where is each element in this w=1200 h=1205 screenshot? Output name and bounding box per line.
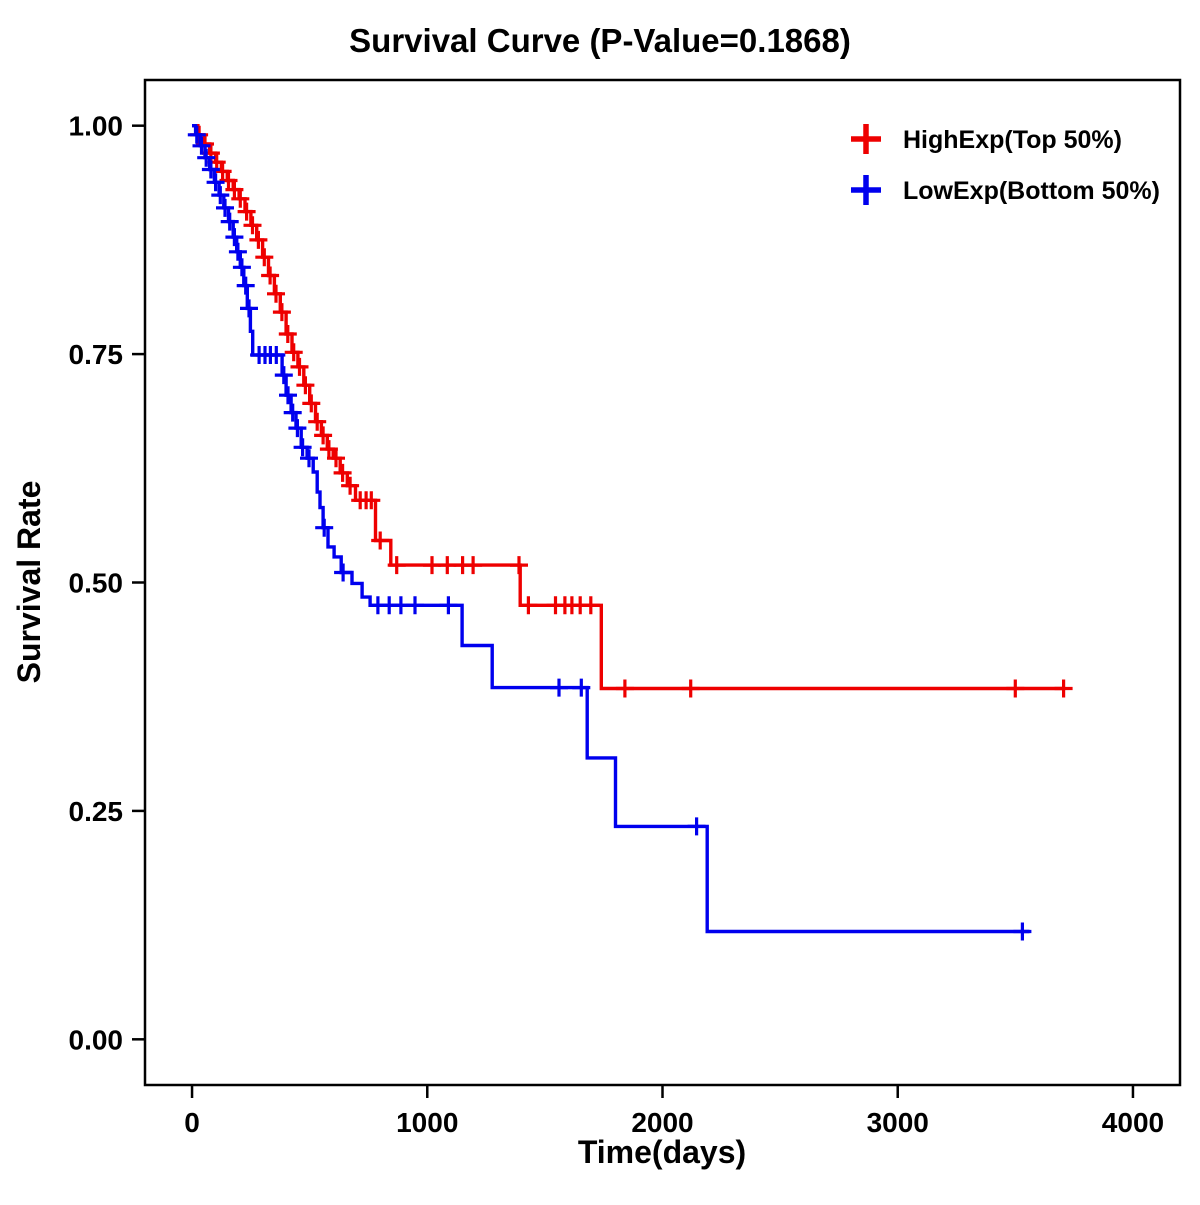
legend: HighExp(Top 50%) LowExp(Bottom 50%) [851,124,1160,205]
legend-label-lowexp: LowExp(Bottom 50%) [903,177,1160,205]
censor-mark-lowexp-icon [187,125,206,144]
censor-mark-highexp-icon [319,440,338,459]
censor-mark-highexp-icon [213,162,232,181]
censor-mark-lowexp-icon [300,449,318,468]
axes: 0 1000 2000 3000 4000 0.00 0.25 0.50 0.75 1.00 [69,111,1165,1138]
series-layer [187,124,1073,941]
censor-mark-highexp-icon [249,230,268,249]
censor-mark-lowexp-icon [206,173,225,192]
censor-mark-lowexp-icon [288,419,307,438]
censor-mark-highexp-icon [302,394,321,413]
censor-mark-highexp-icon [371,531,390,550]
x-axis-tick-label: 2000 [631,1107,693,1138]
censor-mark-highexp-icon [261,266,280,285]
chart-title: Survival Curve (P-Value=0.1868) [349,22,851,59]
censor-mark-lowexp-icon [293,438,312,457]
censor-mark-lowexp-icon [274,366,293,385]
survival-curve-highexp [192,124,1066,691]
censor-mark-lowexp-icon [406,596,424,615]
censor-mark-lowexp-icon [240,299,258,318]
y-axis-tick-label: 0.25 [69,796,124,827]
censor-mark-highexp-icon [225,180,244,199]
censor-mark-lowexp-icon [211,186,230,205]
censor-mark-highexp-icon [296,376,315,395]
censor-mark-lowexp-icon [201,160,220,179]
y-axis-tick-label: 0.00 [69,1024,124,1055]
x-axis-title: Time(days) [578,1134,746,1170]
censor-mark-highexp-icon [362,491,381,510]
censor-mark-highexp-icon [284,343,303,362]
censor-mark-highexp-icon [272,303,291,322]
censor-mark-lowexp-icon [1013,922,1032,941]
x-axis-tick-label: 3000 [867,1107,929,1138]
censor-mark-highexp-icon [464,556,483,575]
y-axis-title: Survival Rate [11,481,47,684]
censor-mark-highexp-icon [1006,679,1025,698]
censor-mark-highexp-icon [278,325,297,343]
x-axis-tick-label: 4000 [1102,1107,1164,1138]
censor-mark-highexp-icon [333,463,352,482]
censor-mark-highexp-icon [290,357,309,376]
censor-mark-lowexp-icon [687,817,706,836]
censor-mark-highexp-icon [341,476,360,495]
censor-mark-lowexp-icon [232,258,251,277]
censor-mark-highexp-icon [327,449,345,468]
censor-mark-highexp-icon [519,596,538,615]
censor-mark-lowexp-icon [197,148,216,167]
censor-mark-lowexp-icon [192,136,211,155]
censor-mark-lowexp-icon [228,242,247,261]
series-lowexp [187,124,1032,941]
x-axis-tick-label: 1000 [396,1107,458,1138]
plot-border [143,78,1182,1087]
censor-mark-lowexp-icon [225,228,244,247]
censor-mark-lowexp-icon [572,678,591,697]
censor-mark-highexp-icon [314,426,333,445]
y-axis-tick-label: 0.50 [69,568,124,599]
censor-mark-lowexp-icon [267,346,286,364]
censor-mark-highexp-icon [243,216,262,235]
censor-mark-highexp-icon [681,679,700,698]
censor-mark-lowexp-icon [439,596,458,615]
censor-mark-lowexp-icon [550,678,568,697]
censor-mark-lowexp-icon [236,276,255,295]
y-axis-tick-label: 1.00 [69,111,124,142]
censor-mark-lowexp-icon [315,518,334,537]
censor-mark-highexp-icon [615,679,634,698]
censor-mark-highexp-icon [423,556,441,575]
censor-mark-highexp-icon [581,596,600,615]
censor-mark-lowexp-icon [334,563,353,582]
censor-mark-highexp-icon [387,556,406,575]
censor-mark-highexp-icon [237,202,256,221]
censor-mark-lowexp-icon [283,403,302,422]
x-axis-tick-label: 0 [184,1107,200,1138]
censor-mark-highexp-icon [267,284,285,303]
censor-mark-highexp-icon [1054,679,1073,698]
censor-mark-lowexp-icon [279,386,297,405]
y-axis-tick-label: 0.75 [69,339,124,370]
censor-mark-highexp-icon [255,248,274,267]
legend-symbol-highexp-icon [851,124,881,154]
censor-mark-highexp-icon [308,412,327,431]
censor-mark-lowexp-icon [216,198,234,217]
censor-mark-highexp-icon [438,556,457,575]
censor-mark-highexp-icon [231,189,250,208]
censor-mark-lowexp-icon [220,212,239,231]
censor-mark-highexp-icon [510,556,528,575]
series-highexp [190,124,1073,698]
legend-label-highexp: HighExp(Top 50%) [903,126,1122,154]
censor-mark-highexp-icon [219,171,238,190]
legend-symbol-lowexp-icon [851,175,881,205]
